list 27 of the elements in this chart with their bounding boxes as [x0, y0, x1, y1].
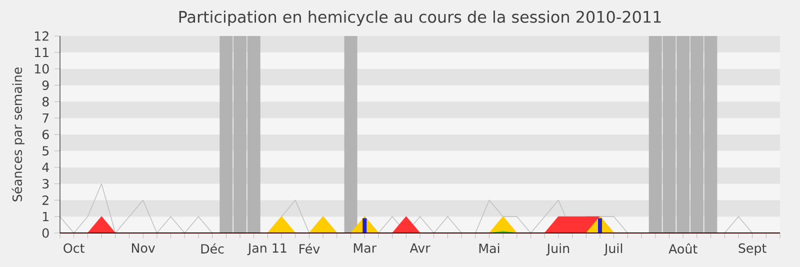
x-tick-label: Juin — [546, 243, 570, 256]
x-tick-label: Oct — [64, 243, 84, 253]
y-tick-label: 9 — [42, 80, 49, 90]
y-tick-label: 4 — [42, 162, 49, 172]
y-tick-label: 10 — [34, 64, 49, 74]
y-axis-title: Séances par semaine — [12, 67, 24, 202]
y-tick-label: 5 — [42, 146, 49, 156]
x-tick-label: Avr — [410, 243, 430, 253]
y-tick-label: 3 — [42, 178, 49, 189]
y-tick-label: 2 — [42, 195, 48, 205]
x-tick-label: Jan 11 — [247, 243, 286, 256]
chart-title: Participation en hemicycle au cours de la session 2010-2011 — [179, 10, 661, 26]
y-tick-label: 12 — [34, 31, 48, 41]
x-tick-label: Fév — [300, 243, 320, 254]
y-tick-label: 7 — [42, 113, 49, 123]
x-tick-label: Nov — [132, 243, 156, 253]
x-tick-label: Juil — [604, 243, 622, 256]
x-tick-label: Août — [668, 243, 698, 254]
y-tick-label: 6 — [42, 130, 49, 140]
x-tick-label: Mar — [354, 243, 377, 253]
y-tick-label: 1 — [43, 212, 48, 222]
y-tick-label: 0 — [42, 228, 49, 238]
y-tick-label: 8 — [42, 96, 49, 106]
x-tick-label: Mai — [479, 243, 500, 254]
x-tick-label: Sept — [738, 243, 766, 256]
x-tick-label: Déc — [201, 243, 224, 254]
y-tick-label: 11 — [34, 48, 48, 58]
